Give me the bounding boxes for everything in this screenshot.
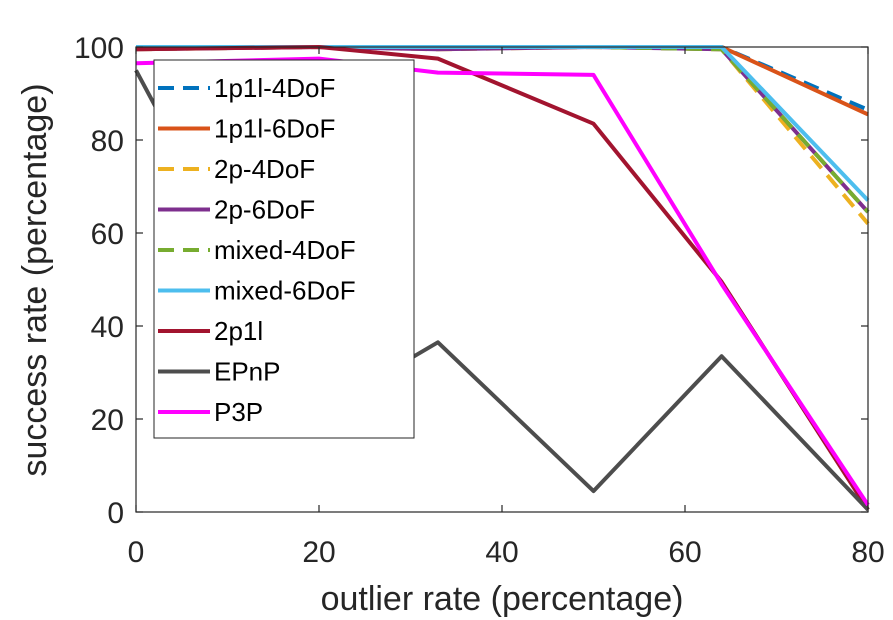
- y-tick-label: 60: [91, 218, 124, 251]
- legend-label: 1p1l-6DoF: [214, 114, 335, 144]
- legend-label: EPnP: [214, 357, 281, 387]
- legend-label: 1p1l-4DoF: [214, 73, 335, 103]
- legend-label: 2p-6DoF: [214, 195, 315, 225]
- y-tick-label: 40: [91, 311, 124, 344]
- x-tick-label: 80: [851, 536, 884, 569]
- legend-entry-mixed-6dof: mixed-6DoF: [158, 276, 356, 306]
- legend-entry-2p-6dof: 2p-6DoF: [158, 195, 315, 225]
- y-axis-label: success rate (percentage): [16, 83, 54, 476]
- x-tick-label: 40: [485, 536, 518, 569]
- x-tick-label: 0: [128, 536, 145, 569]
- series-line-p3p: [135, 56, 870, 507]
- legend-label: 2p1l: [214, 316, 263, 346]
- legend-entry-epnp: EPnP: [158, 357, 281, 387]
- y-tick-label: 20: [91, 404, 124, 437]
- legend-label: mixed-6DoF: [214, 276, 356, 306]
- legend-label: mixed-4DoF: [214, 235, 356, 265]
- legend-label: 2p-4DoF: [214, 154, 315, 184]
- x-tick-label: 20: [302, 536, 335, 569]
- legend-entry-p3p: P3P: [158, 397, 263, 427]
- legend-entry-1p1l-6dof: 1p1l-6DoF: [158, 114, 335, 144]
- y-tick-label: 80: [91, 125, 124, 158]
- legend-items: 1p1l-4DoF 1p1l-6DoF 2p-4DoF 2p-6DoF mixed-4D…: [158, 73, 356, 427]
- y-tick-label: 0: [107, 497, 124, 530]
- legend-entry-1p1l-4dof: 1p1l-4DoF: [158, 73, 335, 103]
- axis-ticks: 0 20 40 60 80 0 20 40 60 80 100: [74, 32, 885, 569]
- legend-entry-2p1l: 2p1l: [158, 316, 263, 346]
- legend: 1p1l-4DoF 1p1l-6DoF 2p-4DoF 2p-6DoF mixed-4D…: [153, 59, 415, 439]
- legend-entry-2p-4dof: 2p-4DoF: [158, 154, 315, 184]
- legend-entry-mixed-4dof: mixed-4DoF: [158, 235, 356, 265]
- legend-label: P3P: [214, 397, 263, 427]
- x-tick-label: 60: [668, 536, 701, 569]
- x-axis-label: outlier rate (percentage): [321, 580, 684, 618]
- y-tick-label: 100: [74, 32, 124, 65]
